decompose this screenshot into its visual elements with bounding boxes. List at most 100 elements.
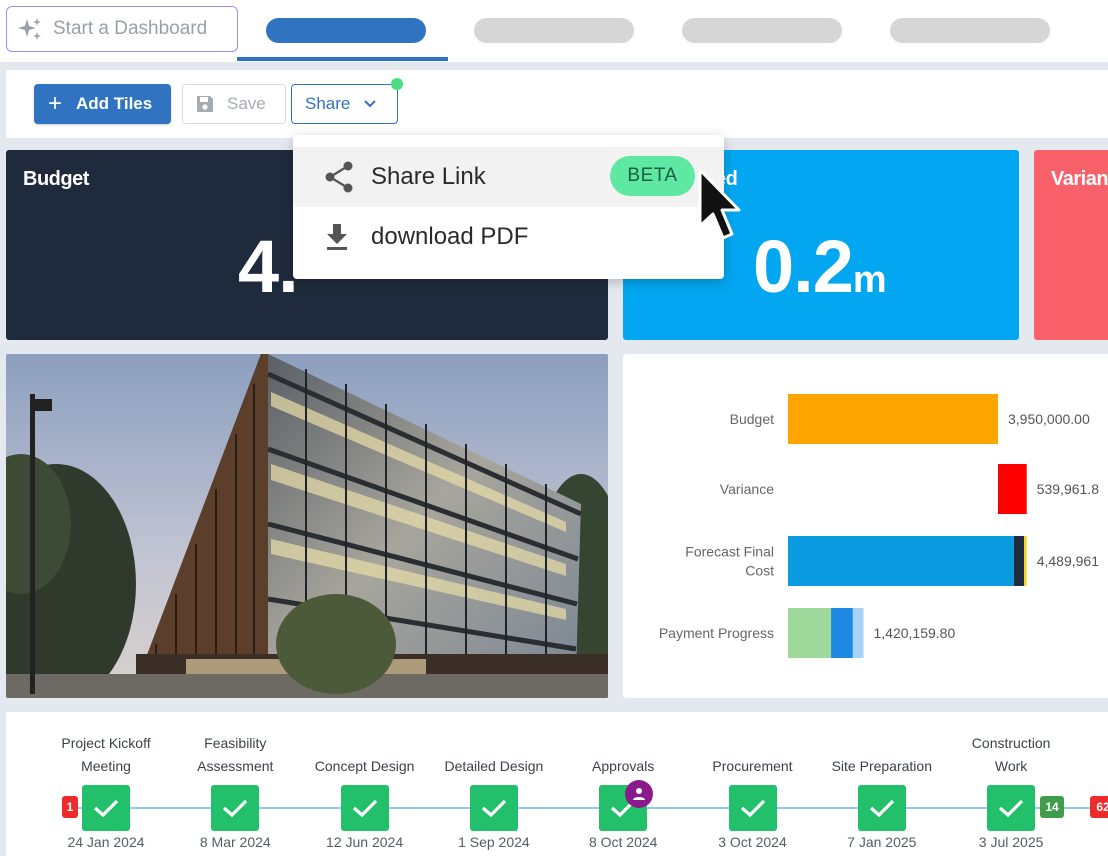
cost-bar-chart-card[interactable]: Budget 3,950,000.00 Variance 539,961.8 Forec… bbox=[623, 354, 1108, 698]
end-flag: 62 bbox=[1090, 796, 1108, 818]
tab-active[interactable] bbox=[266, 18, 426, 43]
bar-value-label: 539,961.8 bbox=[1037, 481, 1099, 497]
share-link-menu-item[interactable]: Share Link BETA bbox=[293, 147, 724, 207]
tab-4[interactable] bbox=[890, 18, 1050, 43]
dashboard-tabs-bar: Start a Dashboard bbox=[0, 0, 1108, 62]
committed-kpi-value: 0.2m bbox=[753, 224, 887, 309]
bar-segment[interactable] bbox=[831, 608, 853, 658]
milestone-title-line2: C bbox=[1075, 755, 1108, 778]
category-label: Variance bbox=[720, 481, 774, 497]
building-photo bbox=[6, 354, 608, 698]
check-icon bbox=[352, 799, 377, 818]
bar-segment[interactable] bbox=[788, 608, 832, 658]
milestone-complete-check[interactable] bbox=[82, 785, 130, 831]
category-label: Forecast Final bbox=[685, 544, 774, 560]
variance-kpi-label: Varian bbox=[1051, 168, 1108, 190]
sparkle-icon bbox=[18, 18, 41, 40]
category-label: Budget bbox=[730, 411, 774, 427]
milestone-timeline: Project Kickoff Meeting 24 Jan 2024 Feasibi… bbox=[6, 712, 1108, 856]
bar-segment[interactable] bbox=[1024, 536, 1027, 586]
building-photo-tile[interactable] bbox=[6, 354, 608, 698]
save-button[interactable]: Save bbox=[182, 84, 286, 124]
timeline-start-flag: 1 bbox=[62, 796, 78, 818]
milestone-title-line1: Feasibility bbox=[204, 735, 267, 751]
construction-delay-flag: 14 bbox=[1040, 796, 1064, 818]
download-pdf-label: download PDF bbox=[371, 223, 529, 250]
check-icon bbox=[611, 799, 636, 818]
milestone-date: 9 bbox=[1075, 834, 1108, 850]
save-label: Save bbox=[227, 94, 266, 113]
start-dashboard-button[interactable]: Start a Dashboard bbox=[6, 6, 238, 52]
milestone-date: 7 Jan 2025 bbox=[847, 834, 917, 850]
milestone-complete-check[interactable] bbox=[211, 785, 260, 831]
person-icon bbox=[633, 788, 645, 800]
bar-segment[interactable] bbox=[998, 464, 1027, 514]
plus-icon: + bbox=[48, 90, 63, 117]
milestone[interactable]: Project Kickoff Meeting 24 Jan 2024 bbox=[41, 712, 171, 856]
cost-bar-chart: Budget 3,950,000.00 Variance 539,961.8 Forec… bbox=[659, 394, 1099, 658]
milestone[interactable]: Concept Design 12 Jun 2024 bbox=[300, 712, 430, 856]
milestone-title-line2: Detailed Design bbox=[444, 758, 544, 774]
committed-kpi-number: 0.2 bbox=[753, 225, 854, 308]
share-dropdown-menu: Share Link BETA download PDF bbox=[293, 135, 724, 279]
milestone-date: 24 Jan 2024 bbox=[67, 834, 145, 850]
share-label: Share bbox=[305, 94, 351, 113]
milestone[interactable]: Feasibility Assessment 8 Mar 2024 bbox=[170, 712, 300, 856]
download-icon bbox=[327, 224, 347, 250]
milestone[interactable]: Construction Work 3 Jul 2025 bbox=[946, 712, 1076, 856]
variance-kpi-tile[interactable]: Varian bbox=[1034, 150, 1108, 340]
milestone-title-line2: Assessment bbox=[197, 758, 274, 774]
milestone-complete-check[interactable] bbox=[728, 785, 777, 831]
milestone-complete-check[interactable] bbox=[987, 785, 1036, 831]
committed-kpi-unit: m bbox=[852, 259, 887, 301]
bar-segment[interactable] bbox=[788, 394, 998, 444]
add-tiles-label: Add Tiles bbox=[76, 94, 153, 113]
check-icon bbox=[999, 799, 1024, 818]
mouse-pointer-icon bbox=[698, 168, 741, 240]
milestone-complete-check[interactable] bbox=[340, 785, 389, 831]
milestone-date: 8 Oct 2024 bbox=[588, 834, 658, 850]
bar-value-label: 3,950,000.00 bbox=[1008, 411, 1090, 427]
milestone[interactable]: C9 bbox=[1075, 712, 1108, 856]
milestone[interactable]: Detailed Design 1 Sep 2024 bbox=[429, 712, 559, 856]
share-icon bbox=[325, 161, 353, 193]
tab-2[interactable] bbox=[474, 18, 634, 43]
milestone-date: 1 Sep 2024 bbox=[458, 834, 530, 850]
bar-value-label: 4,489,961 bbox=[1037, 553, 1099, 569]
timeline-connector-line bbox=[76, 807, 1108, 809]
milestone-date: 3 Oct 2024 bbox=[718, 834, 787, 850]
chevron-down-icon bbox=[364, 100, 377, 108]
milestone-title-line1: Project Kickoff bbox=[61, 735, 151, 751]
milestone-complete-check[interactable] bbox=[469, 785, 518, 831]
budget-kpi-label: Budget bbox=[23, 168, 89, 190]
add-tiles-button[interactable]: + Add Tiles bbox=[34, 84, 171, 124]
download-pdf-menu-item[interactable]: download PDF bbox=[293, 207, 724, 267]
milestone-date: 3 Jul 2025 bbox=[978, 834, 1044, 850]
bar-segment[interactable] bbox=[788, 536, 1014, 586]
assignee-avatar[interactable] bbox=[625, 780, 653, 808]
beta-badge: BETA bbox=[610, 156, 695, 196]
tab-3[interactable] bbox=[682, 18, 842, 43]
milestone-complete-check[interactable] bbox=[857, 785, 906, 831]
bar-segment[interactable] bbox=[852, 608, 864, 658]
dashboard-toolbar: + Add Tiles Save Share bbox=[6, 70, 1108, 138]
milestone-date: 8 Mar 2024 bbox=[199, 834, 271, 850]
check-icon bbox=[223, 799, 248, 818]
budget-kpi-value: 4. bbox=[238, 225, 299, 308]
bar-value-label: 1,420,159.80 bbox=[873, 625, 955, 641]
milestone-title-line2: Meeting bbox=[81, 758, 131, 774]
milestone-title-line2: Approvals bbox=[592, 758, 655, 774]
milestone-title-line2: Procurement bbox=[712, 758, 793, 774]
milestone[interactable]: Procurement 3 Oct 2024 bbox=[688, 712, 818, 856]
category-label: Cost bbox=[745, 563, 774, 579]
check-icon bbox=[481, 799, 507, 818]
bar-segment[interactable] bbox=[1013, 536, 1025, 586]
check-icon bbox=[93, 799, 119, 818]
start-dashboard-label: Start a Dashboard bbox=[53, 18, 208, 39]
milestone[interactable]: Approvals 8 Oct 2024 bbox=[558, 712, 688, 856]
share-button[interactable]: Share bbox=[291, 84, 398, 124]
check-icon bbox=[869, 799, 894, 818]
active-tab-indicator bbox=[237, 57, 448, 61]
check-icon bbox=[740, 799, 765, 818]
milestone[interactable]: Site Preparation 7 Jan 2025 bbox=[817, 712, 947, 856]
